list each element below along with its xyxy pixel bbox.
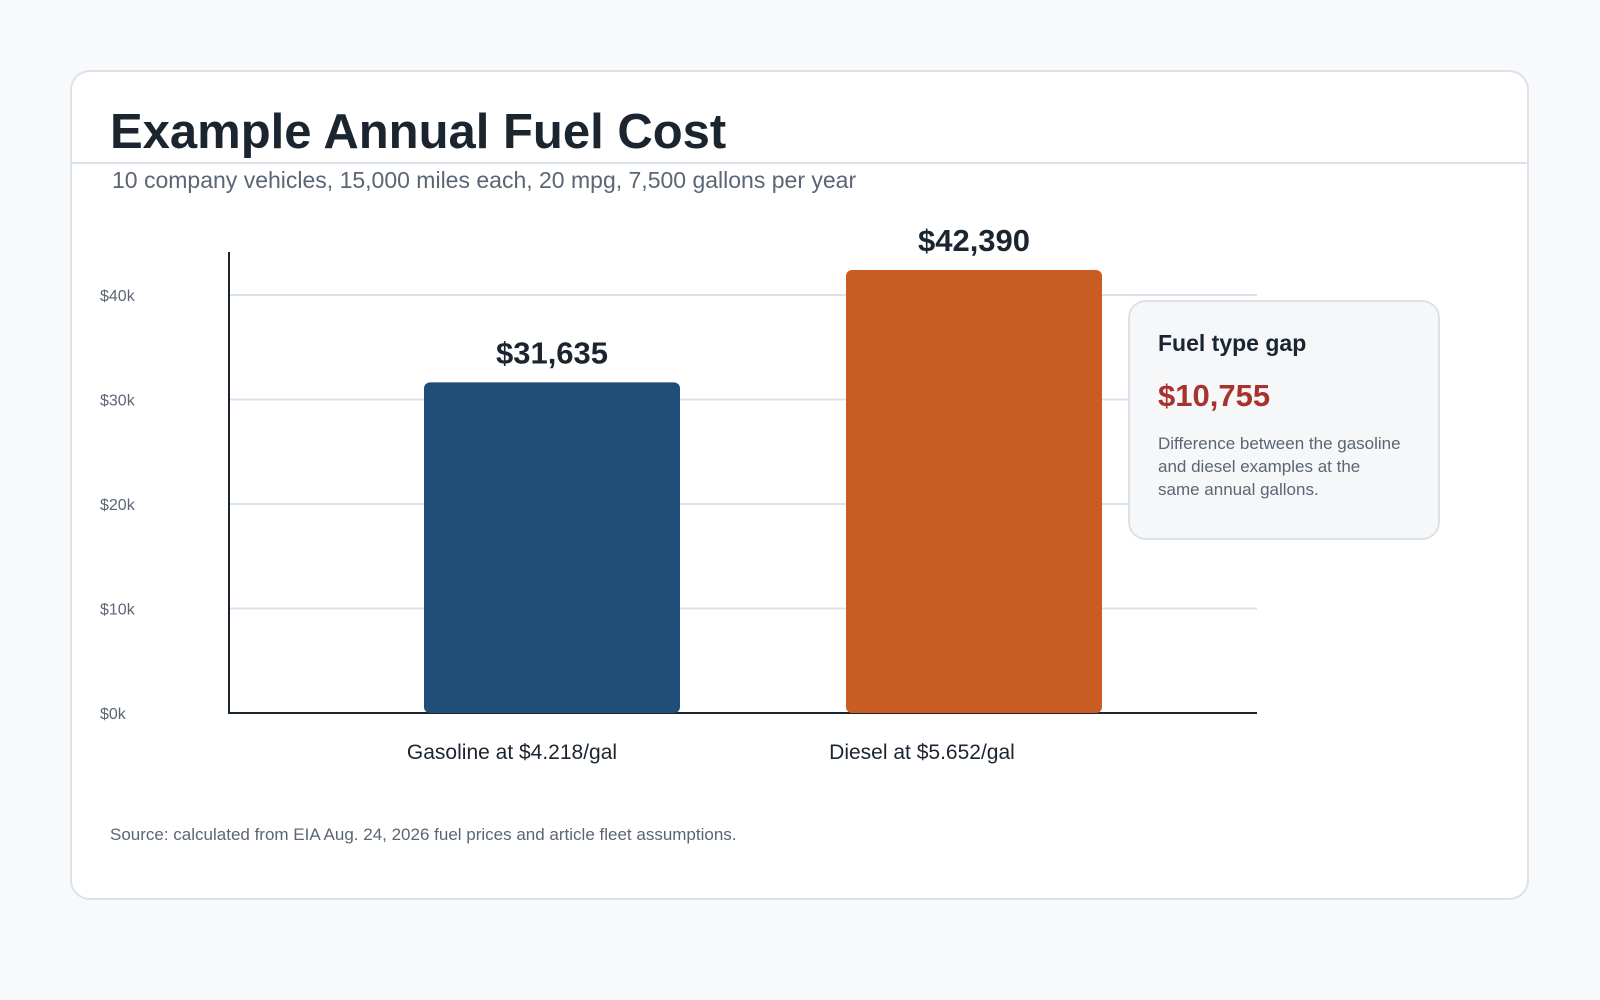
chart-title: Example Annual Fuel Cost bbox=[110, 105, 727, 159]
fuel-gap-callout: Fuel type gap $10,755 Difference between… bbox=[1128, 300, 1440, 540]
bar-chart: $0k $10k $20k $30k $40k $31,635 $42,390 Gasolin… bbox=[100, 223, 1257, 764]
y-tick-label: $30k bbox=[100, 393, 136, 410]
bar-gasoline bbox=[424, 382, 680, 713]
source-note: Source: calculated from EIA Aug. 24, 202… bbox=[110, 825, 737, 844]
category-label: Gasoline at $4.218/gal bbox=[407, 741, 617, 764]
category-label: Diesel at $5.652/gal bbox=[829, 741, 1015, 764]
y-tick-label: $20k bbox=[100, 497, 136, 514]
y-tick-label: $0k bbox=[100, 706, 127, 723]
callout-description: Difference between the gasoline and dies… bbox=[1158, 434, 1401, 499]
callout-value: $10,755 bbox=[1158, 378, 1271, 413]
callout-title: Fuel type gap bbox=[1158, 330, 1307, 356]
bar-value-label: $31,635 bbox=[496, 335, 608, 370]
chart-card: Example Annual Fuel Cost 10 company vehi… bbox=[70, 70, 1529, 900]
title-divider bbox=[72, 162, 1527, 164]
y-tick-label: $10k bbox=[100, 602, 136, 619]
chart-subtitle: 10 company vehicles, 15,000 miles each, … bbox=[112, 167, 857, 193]
bar-value-label: $42,390 bbox=[918, 223, 1030, 258]
y-tick-label: $40k bbox=[100, 288, 136, 305]
bar-diesel bbox=[846, 270, 1102, 713]
